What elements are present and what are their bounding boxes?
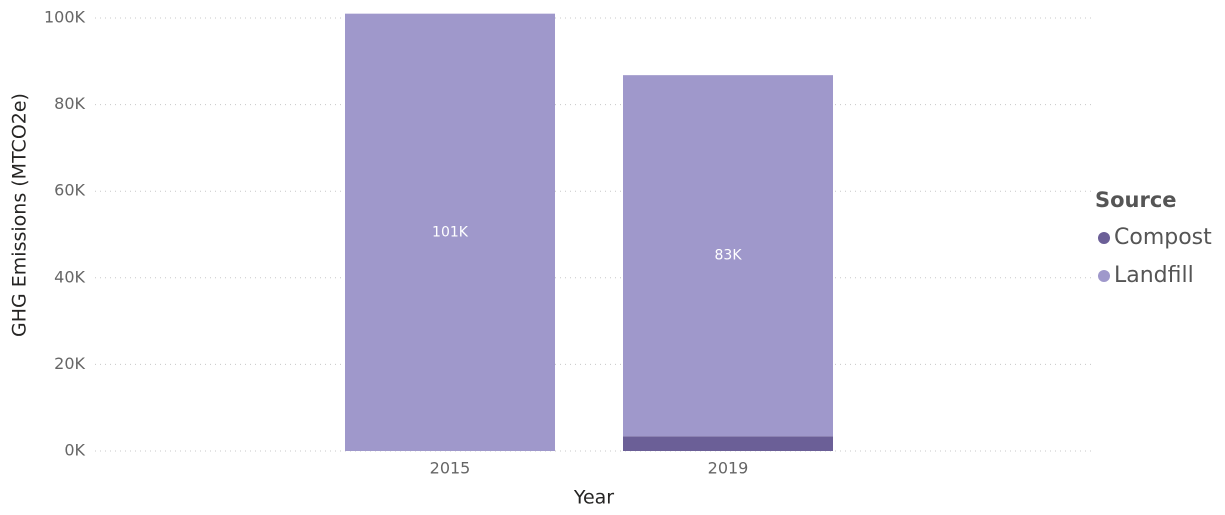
y-axis-title: GHG Emissions (MTCO2e) — [9, 93, 31, 337]
y-tick-label: 0K — [64, 441, 85, 460]
y-tick-label: 80K — [54, 94, 85, 113]
x-tick-label: 2019 — [708, 459, 749, 478]
legend-marker — [1098, 270, 1110, 282]
legend-item: Landfill — [1114, 263, 1194, 288]
legend-marker — [1098, 232, 1110, 244]
y-tick-label: 60K — [54, 181, 85, 200]
y-tick-label: 100K — [44, 8, 86, 27]
y-tick-label: 40K — [54, 267, 85, 286]
data-label: 83K — [715, 248, 743, 264]
bar-segment — [345, 13, 555, 451]
legend-item: Compost — [1114, 225, 1212, 250]
y-tick-label: 20K — [54, 354, 85, 373]
x-axis-title: Year — [573, 487, 614, 509]
x-tick-label: 2015 — [430, 459, 471, 478]
bar-segment — [623, 436, 833, 451]
data-label: 101K — [432, 224, 469, 240]
legend-title: Source — [1095, 188, 1177, 212]
bar-segment — [623, 75, 833, 437]
